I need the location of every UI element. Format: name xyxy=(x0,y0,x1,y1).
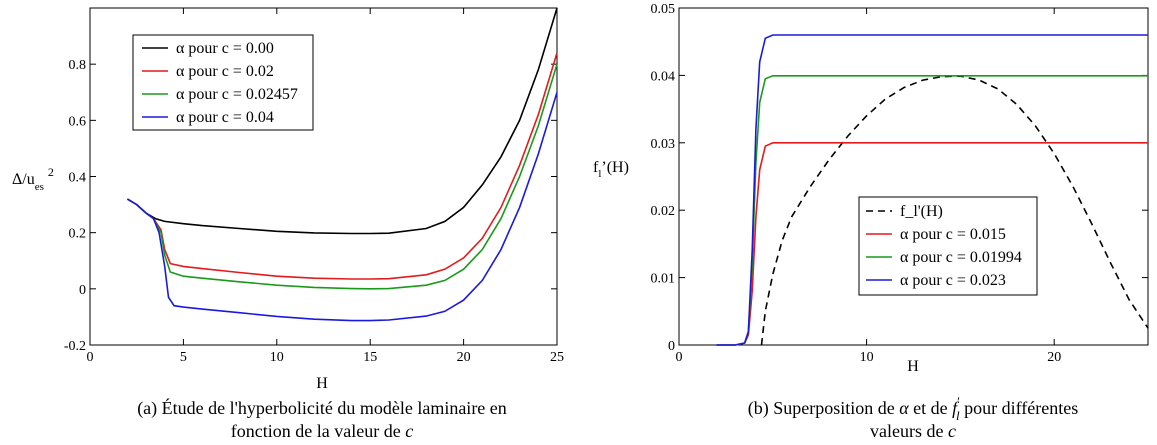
chart-b-ylabel: fl’(H) xyxy=(593,159,629,180)
chart-b-series xyxy=(716,34,1149,346)
chart-b-ytick-label: 0.02 xyxy=(651,204,676,219)
chart-a-ytick-label: 0 xyxy=(79,283,86,298)
chart-a-legend-label: α pour c = 0.04 xyxy=(176,109,274,126)
chart-b: 0 10 20 0 0.01 0.02 0.03 0.04 0.05 H fl’(H) f_l'… xyxy=(593,2,1149,441)
chart-b-ytick-label: 0.05 xyxy=(651,2,676,17)
chart-a-xtick-label: 10 xyxy=(270,350,284,365)
chart-b-legend-label: α pour c = 0.023 xyxy=(900,272,1006,289)
chart-a-ylabel: Δ/ues2 xyxy=(12,165,54,193)
chart-a-legend-label: α pour c = 0.02457 xyxy=(176,86,298,103)
chart-b-legend-label: α pour c = 0.015 xyxy=(900,226,1006,243)
chart-b-caption-line1: (b) Superposition de α et de f′ l pour di… xyxy=(748,394,1079,423)
chart-a-series-line xyxy=(126,92,558,322)
chart-a-legend-label: α pour c = 0.02 xyxy=(176,63,274,80)
chart-b-ticks: 0 10 20 0 0.01 0.02 0.03 0.04 0.05 xyxy=(651,2,1148,365)
chart-b-legend-label: f_l'(H) xyxy=(900,203,943,220)
chart-b-ytick-label: 0.04 xyxy=(651,69,676,84)
chart-a-ytick-label: 0.2 xyxy=(69,227,87,242)
chart-a-legend-label: α pour c = 0.00 xyxy=(176,40,274,57)
chart-b-legend: f_l'(H) α pour c = 0.015 α pour c = 0.0199… xyxy=(858,196,1038,296)
chart-a-caption-line1: (a) Étude de l'hyperbolicité du modèle l… xyxy=(137,397,507,419)
chart-a-ytick-label: -0.2 xyxy=(64,339,86,354)
chart-b-xtick-label: 10 xyxy=(860,350,874,365)
chart-b-xtick-label: 0 xyxy=(676,350,683,365)
chart-a: 0 5 10 15 20 25-0.200.20.40.60.8 H Δ/ues2 α p… xyxy=(12,7,564,441)
chart-b-xtick-label: 20 xyxy=(1047,350,1061,365)
chart-a-xtick-label: 15 xyxy=(363,350,377,365)
chart-b-ytick-label: 0 xyxy=(668,339,675,354)
chart-a-caption-line2: fonction de la valeur de c xyxy=(231,421,413,441)
chart-a-legend: α pour c = 0.00 α pour c = 0.02 α pour c =… xyxy=(132,34,314,131)
chart-a-ytick-label: 0.8 xyxy=(69,58,87,73)
chart-b-ytick-label: 0.01 xyxy=(651,272,676,287)
chart-a-ytick-label: 0.4 xyxy=(69,171,87,186)
chart-a-xtick-label: 25 xyxy=(550,350,564,365)
chart-a-xtick-label: 20 xyxy=(457,350,471,365)
chart-b-frame xyxy=(678,7,1149,346)
chart-a-series-line xyxy=(126,7,558,235)
chart-a-xlabel: H xyxy=(316,375,328,392)
chart-b-xlabel: H xyxy=(907,358,919,375)
chart-b-legend-label: α pour c = 0.01994 xyxy=(900,249,1022,266)
chart-b-ytick-label: 0.03 xyxy=(651,137,676,152)
chart-a-xtick-label: 5 xyxy=(180,350,187,365)
chart-b-series-line xyxy=(716,34,1148,346)
chart-a-xtick-label: 0 xyxy=(87,350,94,365)
chart-a-legend-box xyxy=(132,34,314,131)
chart-b-series-line xyxy=(760,75,1149,346)
chart-a-series xyxy=(126,7,558,322)
chart-a-series-line xyxy=(126,52,558,280)
chart-a-series-line xyxy=(126,63,558,290)
chart-b-legend-box xyxy=(858,196,1038,296)
chart-a-ytick-label: 0.6 xyxy=(69,114,87,129)
chart-b-caption-line2: valeurs de c xyxy=(870,421,956,441)
chart-a-ticks: 0 5 10 15 20 25-0.200.20.40.60.8 xyxy=(64,8,564,365)
